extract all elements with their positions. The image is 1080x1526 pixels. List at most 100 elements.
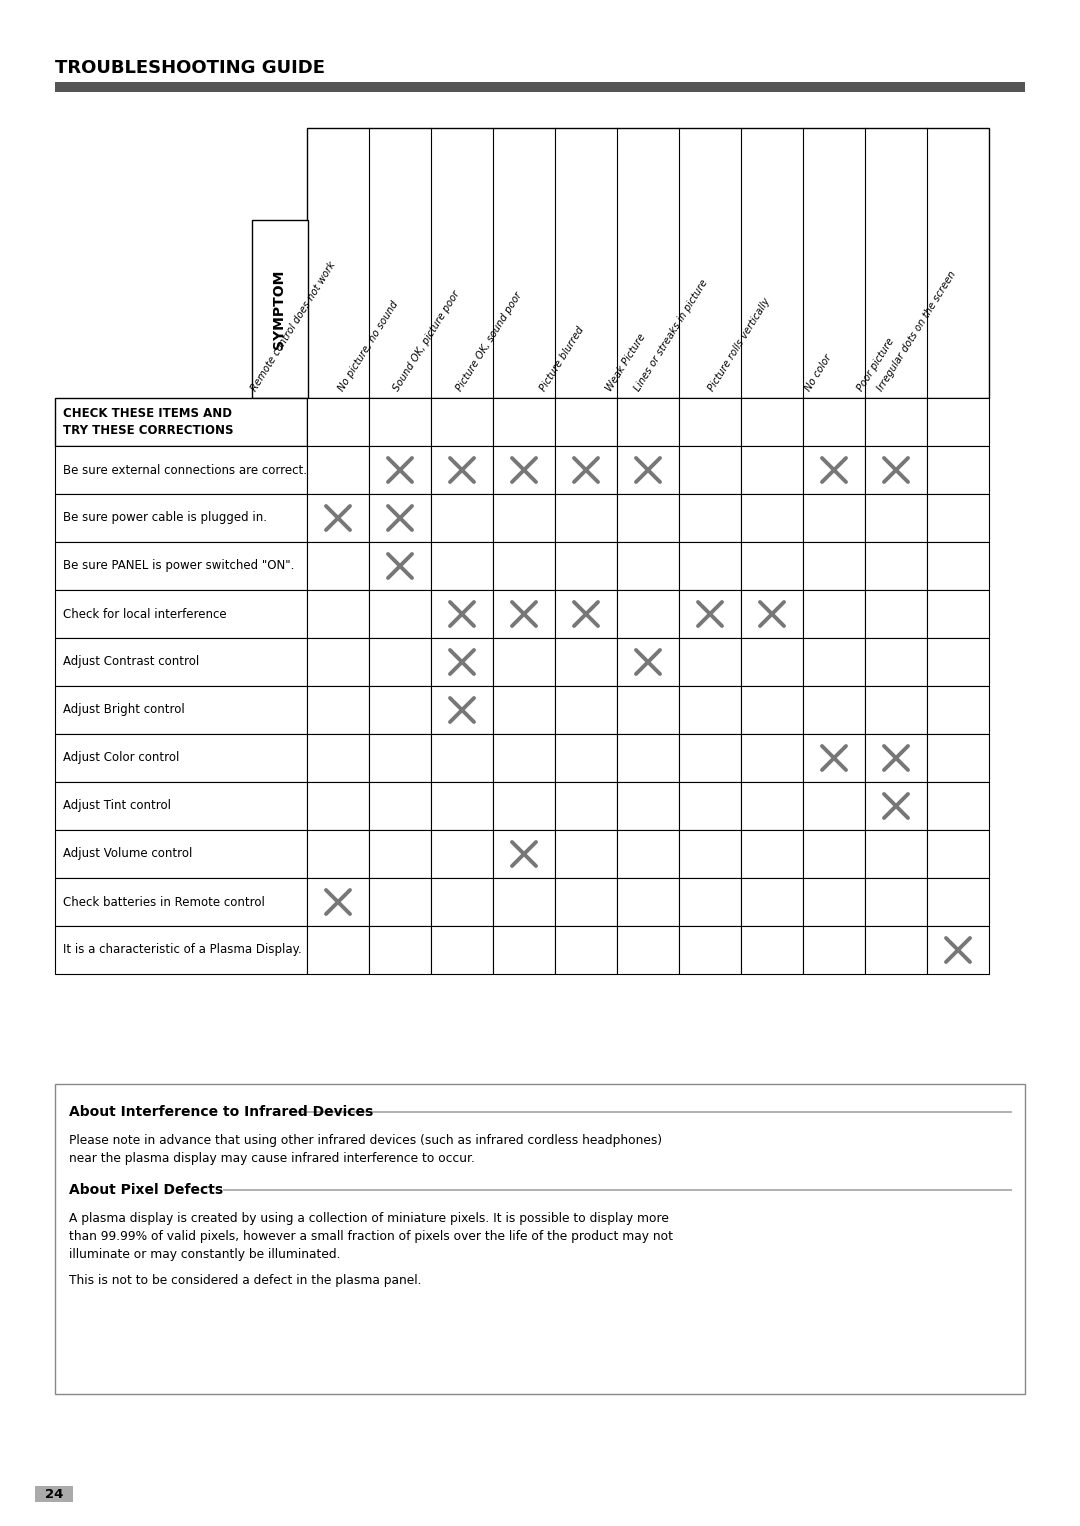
Text: Adjust Contrast control: Adjust Contrast control [63, 656, 199, 668]
Text: This is not to be considered a defect in the plasma panel.: This is not to be considered a defect in… [69, 1274, 421, 1286]
Bar [307, 591, 369, 638]
Text: Lines or streaks in picture: Lines or streaks in picture [633, 278, 710, 394]
Bar [617, 877, 679, 926]
Bar [555, 398, 617, 446]
Text: It is a characteristic of a Plasma Display.: It is a characteristic of a Plasma Displ… [63, 943, 301, 957]
Bar [927, 830, 989, 877]
Text: Poor picture: Poor picture [855, 336, 896, 394]
Bar [492, 398, 555, 446]
Bar [369, 830, 431, 877]
Bar [307, 398, 369, 446]
Text: Weak Picture: Weak Picture [605, 333, 648, 394]
Bar [431, 926, 492, 974]
Bar [307, 926, 369, 974]
Bar [35, 1486, 73, 1502]
Bar [804, 877, 865, 926]
Bar [927, 877, 989, 926]
Bar [431, 830, 492, 877]
Bar [927, 494, 989, 542]
Text: Irregular dots on the screen: Irregular dots on the screen [876, 269, 958, 394]
Bar [307, 687, 369, 734]
Bar [679, 446, 741, 494]
Bar [492, 781, 555, 830]
Bar [55, 591, 307, 638]
Bar [369, 926, 431, 974]
Bar [741, 926, 804, 974]
Bar [555, 542, 617, 591]
Text: Picture blurred: Picture blurred [538, 325, 586, 394]
Bar [865, 446, 927, 494]
Bar [865, 398, 927, 446]
Text: SYMPTOM: SYMPTOM [272, 269, 286, 348]
Bar [555, 446, 617, 494]
Bar [741, 446, 804, 494]
Bar [617, 734, 679, 781]
Bar [804, 830, 865, 877]
Bar [804, 542, 865, 591]
Bar [865, 926, 927, 974]
Bar [55, 926, 307, 974]
Bar [369, 877, 431, 926]
Bar [679, 591, 741, 638]
Bar [307, 542, 369, 591]
Bar [679, 398, 741, 446]
Text: TRY THESE CORRECTIONS: TRY THESE CORRECTIONS [63, 424, 233, 436]
Bar [804, 446, 865, 494]
Bar [865, 687, 927, 734]
Bar [804, 638, 865, 687]
Bar [679, 926, 741, 974]
Bar [431, 638, 492, 687]
Bar [927, 638, 989, 687]
Text: near the plasma display may cause infrared interference to occur.: near the plasma display may cause infrar… [69, 1152, 475, 1164]
Text: than 99.99% of valid pixels, however a small fraction of pixels over the life of: than 99.99% of valid pixels, however a s… [69, 1230, 673, 1244]
Bar [369, 687, 431, 734]
Text: Be sure PANEL is power switched "ON".: Be sure PANEL is power switched "ON". [63, 560, 295, 572]
Text: 24: 24 [44, 1488, 64, 1500]
Bar [55, 494, 307, 542]
Bar [307, 734, 369, 781]
Bar [865, 734, 927, 781]
Bar [307, 781, 369, 830]
Text: No color: No color [804, 353, 834, 394]
Bar [927, 734, 989, 781]
Bar [679, 638, 741, 687]
Bar [431, 446, 492, 494]
Bar [741, 687, 804, 734]
Bar [492, 494, 555, 542]
Bar [865, 542, 927, 591]
Text: A plasma display is created by using a collection of miniature pixels. It is pos: A plasma display is created by using a c… [69, 1212, 669, 1225]
Bar [741, 591, 804, 638]
Bar [492, 638, 555, 687]
Bar [431, 687, 492, 734]
Bar [55, 830, 307, 877]
Text: About Interference to Infrared Devices: About Interference to Infrared Devices [69, 1105, 374, 1119]
Bar [55, 82, 1025, 92]
Bar [307, 877, 369, 926]
Bar [741, 781, 804, 830]
Bar [804, 494, 865, 542]
Bar [741, 398, 804, 446]
Bar [492, 926, 555, 974]
Text: Adjust Volume control: Adjust Volume control [63, 847, 192, 861]
Bar [555, 591, 617, 638]
Text: Sound OK, picture poor: Sound OK, picture poor [392, 288, 462, 394]
Bar [555, 638, 617, 687]
Bar [804, 687, 865, 734]
Text: Remote control does not work: Remote control does not work [249, 259, 338, 394]
Bar [431, 734, 492, 781]
Bar [617, 542, 679, 591]
Bar [927, 591, 989, 638]
Bar [252, 220, 308, 398]
Bar [679, 877, 741, 926]
Bar [431, 877, 492, 926]
Text: Adjust Tint control: Adjust Tint control [63, 800, 171, 812]
Bar [431, 494, 492, 542]
Bar [555, 494, 617, 542]
Bar [927, 446, 989, 494]
Bar [307, 638, 369, 687]
Bar [617, 638, 679, 687]
Bar [555, 830, 617, 877]
Bar [555, 734, 617, 781]
Bar [55, 687, 307, 734]
Bar [679, 542, 741, 591]
